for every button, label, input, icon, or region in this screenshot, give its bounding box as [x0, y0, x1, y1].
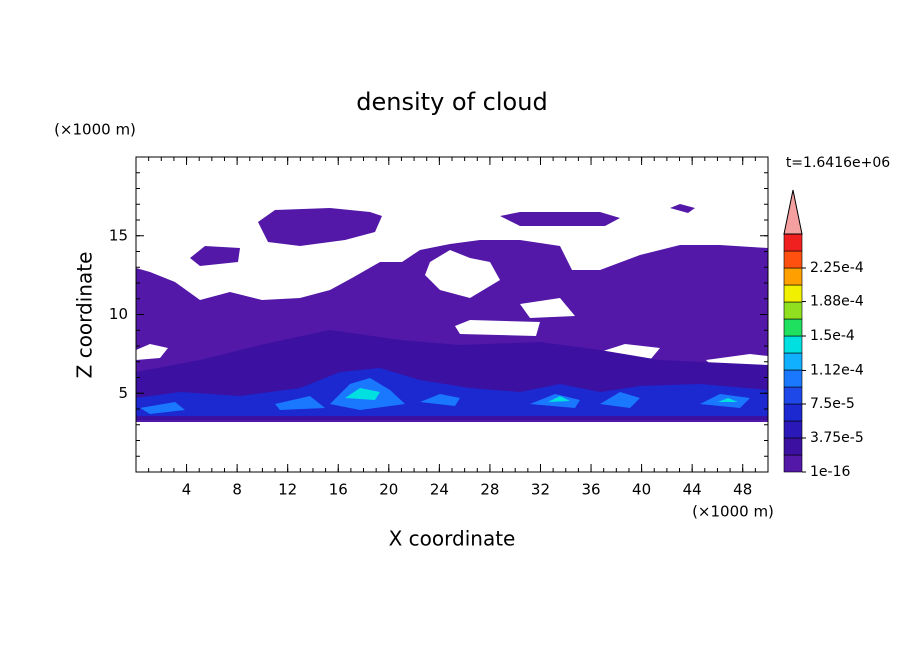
colorbar-band: [783, 386, 803, 405]
x-tick-label: 44: [683, 481, 702, 499]
colorbar-label: 7.5e-5: [810, 396, 855, 412]
x-tick-label: 4: [182, 481, 192, 499]
x-tick-label: 24: [430, 481, 449, 499]
contour-region: [500, 212, 620, 226]
x-unit: (×1000 m): [692, 503, 774, 521]
y-tick-label: 5: [118, 384, 128, 402]
colorbar: 1e-16 3.75e-5 7.5e-5 1.12e-4 1.5e-4 1.88e-4 2.…: [783, 189, 864, 480]
colorbar-label: 1.12e-4: [810, 362, 864, 378]
y-tick-label: 15: [109, 226, 128, 244]
colorbar-band: [783, 352, 803, 371]
colorbar-band: [783, 403, 803, 422]
gap: [455, 320, 540, 336]
colorbar-band: [783, 301, 803, 320]
chart-title: density of cloud: [356, 88, 547, 116]
x-axis-label: X coordinate: [389, 527, 516, 551]
colorbar-band: [783, 369, 803, 388]
x-tick-label: 12: [278, 481, 297, 499]
y-axis-label: Z coordinate: [73, 252, 97, 379]
contour-region: [140, 378, 750, 414]
contour-region: [670, 204, 695, 213]
gap: [520, 298, 575, 318]
colorbar-overflow: [783, 189, 803, 235]
time-label: t=1.6416e+06: [786, 155, 890, 171]
contour-region: [258, 208, 382, 246]
colorbar-band: [783, 250, 803, 269]
x-tick-label: 48: [733, 481, 752, 499]
gap: [425, 250, 500, 298]
colorbar-label: 3.75e-5: [810, 430, 864, 446]
gap: [136, 344, 168, 360]
contour-field: [136, 204, 768, 422]
x-tick-label: 32: [531, 481, 550, 499]
x-tick-label: 40: [632, 481, 651, 499]
y-tick-label: 10: [109, 305, 128, 323]
contour-region: [190, 246, 240, 266]
colorbar-band: [783, 233, 803, 252]
colorbar-band: [783, 284, 803, 303]
colorbar-band: [783, 420, 803, 439]
axes: [135, 156, 769, 473]
colorbar-band: [783, 267, 803, 286]
x-tick-label: 28: [480, 481, 499, 499]
x-tick-label: 16: [329, 481, 348, 499]
colorbar-band: [783, 318, 803, 337]
colorbar-label: 2.25e-4: [810, 260, 864, 276]
colorbar-band: [783, 335, 803, 354]
colorbar-band: [783, 437, 803, 456]
x-tick-label: 8: [232, 481, 242, 499]
x-tick-label: 36: [581, 481, 600, 499]
x-tick-label: 20: [379, 481, 398, 499]
y-unit: (×1000 m): [54, 121, 136, 139]
colorbar-label: 1e-16: [810, 464, 850, 480]
colorbar-band: [783, 454, 803, 473]
colorbar-label: 1.5e-4: [810, 328, 855, 344]
colorbar-label: 1.88e-4: [810, 294, 864, 310]
